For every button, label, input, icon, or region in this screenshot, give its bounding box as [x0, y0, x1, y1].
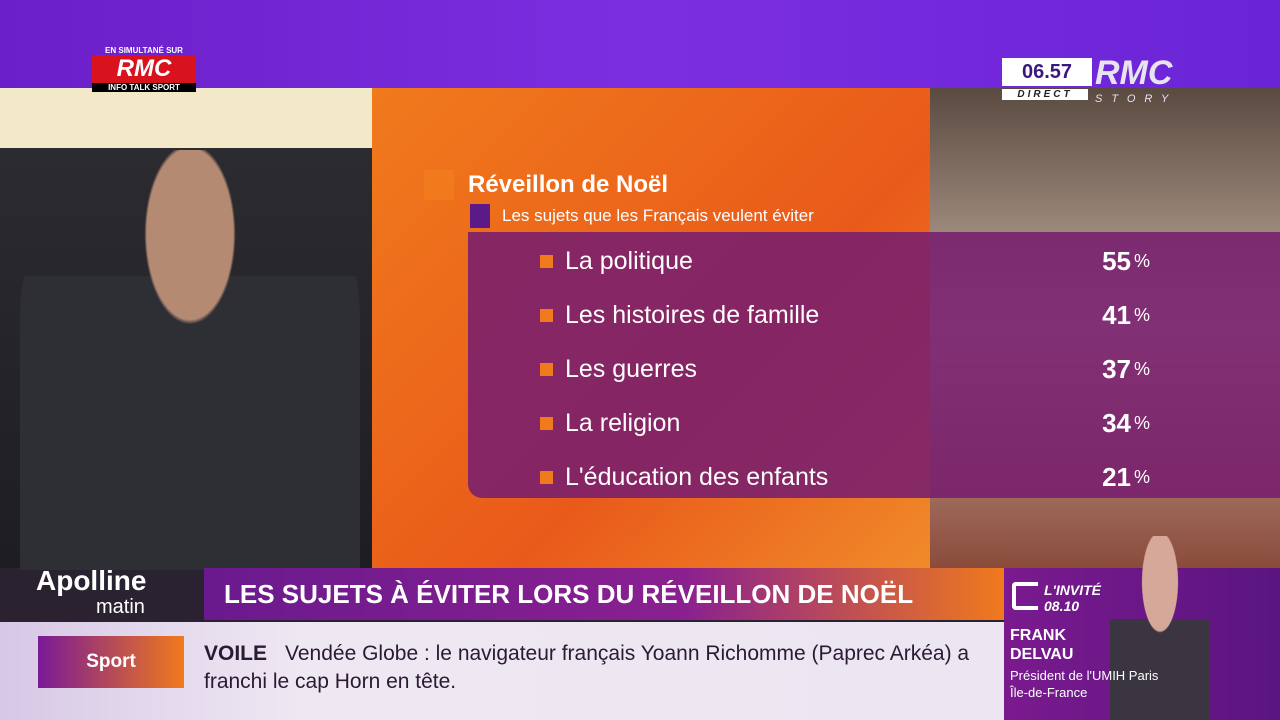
item-value: 37 — [1102, 354, 1131, 384]
ticker-category: Sport — [38, 636, 184, 688]
ticker-text: VOILE Vendée Globe : le navigateur frança… — [204, 640, 994, 696]
guest-role-line2: Île-de-France — [1010, 685, 1088, 700]
show-logo: Apolline matin — [36, 565, 147, 620]
square-icon — [424, 170, 454, 200]
clock: 06.57 DIRECT — [1002, 58, 1092, 100]
guest-role: Président de l'UMIH Paris Île-de-France — [1010, 667, 1158, 701]
ticker-headline: Vendée Globe : le navigateur français Yo… — [204, 642, 970, 693]
list-item: Les guerres 37% — [540, 354, 1150, 385]
item-value: 34 — [1102, 408, 1131, 438]
rmc-wordmark: RMC — [92, 55, 196, 83]
marker-icon — [470, 204, 490, 228]
ticker-tag: VOILE — [204, 642, 268, 665]
channel-name: RMC — [1095, 54, 1173, 92]
item-label: La religion — [565, 409, 681, 437]
c-logo-icon — [1012, 582, 1038, 610]
bullet-icon — [540, 471, 553, 484]
guest-name: FRANK DELVAU — [1010, 626, 1073, 664]
item-value: 21 — [1102, 462, 1131, 492]
simulcast-label: EN SIMULTANÉ SUR — [105, 46, 183, 55]
item-label: Les guerres — [565, 355, 698, 383]
bullet-icon — [540, 309, 553, 322]
list-item: L'éducation des enfants 21% — [540, 462, 1150, 493]
infographic-panel — [468, 232, 1280, 498]
guest-time: 08.10 — [1044, 598, 1080, 614]
channel-sub: STORY — [1095, 93, 1178, 105]
rmc-tagline: INFO TALK SPORT — [92, 83, 196, 92]
guest-slot: L'INVITÉ 08.10 — [1012, 582, 1101, 614]
graphic-title: Réveillon de Noël — [424, 170, 668, 200]
graphic-title-text: Réveillon de Noël — [468, 171, 669, 198]
show-name: Apolline — [36, 565, 147, 596]
graphic-subtitle: Les sujets que les Français veulent évit… — [470, 204, 814, 228]
rmc-logo: EN SIMULTANÉ SUR RMC INFO TALK SPORT — [92, 46, 196, 92]
list-item: La politique 55% — [540, 246, 1150, 277]
bullet-icon — [540, 255, 553, 268]
unit: % — [1133, 467, 1150, 487]
list-item: Les histoires de famille 41% — [540, 300, 1150, 331]
show-sub: matin — [96, 596, 145, 618]
guest-last-name: DELVAU — [1010, 646, 1074, 663]
guest-label: L'INVITÉ — [1044, 582, 1101, 598]
guest-role-line1: Président de l'UMIH Paris — [1010, 668, 1159, 683]
unit: % — [1133, 359, 1150, 379]
list-item: La religion 34% — [540, 408, 1150, 439]
graphic-subtitle-text: Les sujets que les Français veulent évit… — [502, 206, 814, 225]
bullet-icon — [540, 363, 553, 376]
item-label: La politique — [565, 247, 693, 275]
clock-time: 06.57 — [1002, 58, 1092, 86]
guest-first-name: FRANK — [1010, 627, 1066, 644]
item-label: Les histoires de famille — [565, 301, 820, 329]
item-label: L'éducation des enfants — [565, 463, 829, 491]
item-value: 55 — [1102, 246, 1131, 276]
guest-photo — [1110, 536, 1210, 720]
item-value: 41 — [1102, 300, 1131, 330]
channel-logo: RMC STORY — [1095, 54, 1177, 105]
live-label: DIRECT — [1002, 89, 1088, 100]
unit: % — [1133, 413, 1150, 433]
presenter-image — [20, 150, 360, 570]
unit: % — [1133, 251, 1150, 271]
unit: % — [1133, 305, 1150, 325]
headline-banner: LES SUJETS À ÉVITER LORS DU RÉVEILLON DE… — [204, 568, 1004, 620]
bullet-icon — [540, 417, 553, 430]
